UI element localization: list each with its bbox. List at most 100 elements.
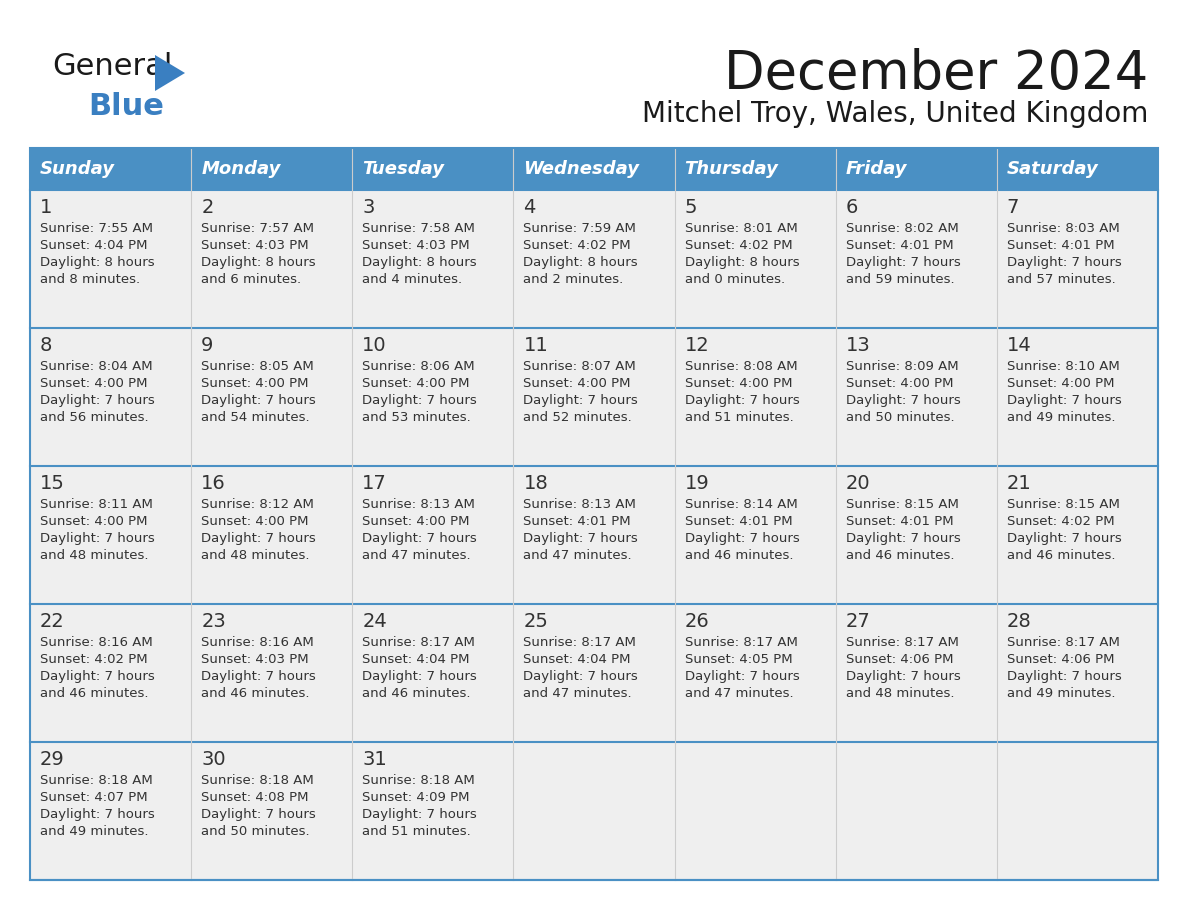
Text: Daylight: 7 hours: Daylight: 7 hours [1007,256,1121,269]
Text: 12: 12 [684,336,709,355]
Text: and 53 minutes.: and 53 minutes. [362,411,470,424]
Text: and 54 minutes.: and 54 minutes. [201,411,310,424]
Text: Monday: Monday [201,160,280,178]
Bar [835,190,997,328]
Text: 22: 22 [40,612,65,631]
Text: Sunrise: 8:16 AM: Sunrise: 8:16 AM [40,636,153,649]
Text: Daylight: 7 hours: Daylight: 7 hours [524,670,638,683]
Text: Sunrise: 8:16 AM: Sunrise: 8:16 AM [201,636,314,649]
Bar [675,190,835,328]
Bar [675,148,835,190]
Text: and 47 minutes.: and 47 minutes. [524,687,632,700]
Text: and 46 minutes.: and 46 minutes. [362,687,470,700]
Text: Sunrise: 8:18 AM: Sunrise: 8:18 AM [362,774,475,787]
Bar [513,604,675,742]
Text: Sunset: 4:03 PM: Sunset: 4:03 PM [362,239,470,252]
Text: 15: 15 [40,474,65,493]
Text: and 59 minutes.: and 59 minutes. [846,273,954,286]
Text: Sunrise: 8:11 AM: Sunrise: 8:11 AM [40,498,153,511]
Text: 10: 10 [362,336,387,355]
Text: 4: 4 [524,198,536,217]
Text: Tuesday: Tuesday [362,160,444,178]
Text: Daylight: 8 hours: Daylight: 8 hours [684,256,800,269]
Bar [191,742,353,880]
Text: Sunset: 4:08 PM: Sunset: 4:08 PM [201,791,309,804]
Text: Daylight: 7 hours: Daylight: 7 hours [362,532,478,545]
Text: Daylight: 7 hours: Daylight: 7 hours [201,808,316,821]
Text: Saturday: Saturday [1007,160,1099,178]
Text: Sunset: 4:00 PM: Sunset: 4:00 PM [40,377,147,390]
Text: Sunrise: 8:06 AM: Sunrise: 8:06 AM [362,360,475,373]
Text: Blue: Blue [88,92,164,121]
Text: Sunset: 4:01 PM: Sunset: 4:01 PM [524,515,631,528]
Text: Sunset: 4:04 PM: Sunset: 4:04 PM [524,653,631,666]
Text: Sunrise: 8:03 AM: Sunrise: 8:03 AM [1007,222,1119,235]
Text: Daylight: 8 hours: Daylight: 8 hours [40,256,154,269]
Text: Sunrise: 8:02 AM: Sunrise: 8:02 AM [846,222,959,235]
Text: and 46 minutes.: and 46 minutes. [684,549,794,562]
Text: Sunrise: 8:15 AM: Sunrise: 8:15 AM [1007,498,1120,511]
Text: Daylight: 7 hours: Daylight: 7 hours [1007,670,1121,683]
Text: Sunset: 4:00 PM: Sunset: 4:00 PM [40,515,147,528]
Text: 11: 11 [524,336,548,355]
Text: Daylight: 7 hours: Daylight: 7 hours [362,808,478,821]
Text: 17: 17 [362,474,387,493]
Text: and 51 minutes.: and 51 minutes. [684,411,794,424]
Text: Sunset: 4:02 PM: Sunset: 4:02 PM [684,239,792,252]
Text: 14: 14 [1007,336,1031,355]
Text: and 56 minutes.: and 56 minutes. [40,411,148,424]
Text: Sunrise: 8:18 AM: Sunrise: 8:18 AM [201,774,314,787]
Text: Sunset: 4:04 PM: Sunset: 4:04 PM [362,653,469,666]
Text: Sunset: 4:01 PM: Sunset: 4:01 PM [1007,239,1114,252]
Text: Sunset: 4:01 PM: Sunset: 4:01 PM [846,239,953,252]
Text: Sunset: 4:00 PM: Sunset: 4:00 PM [684,377,792,390]
Text: and 47 minutes.: and 47 minutes. [524,549,632,562]
Text: and 8 minutes.: and 8 minutes. [40,273,140,286]
Polygon shape [154,55,185,91]
Text: Sunset: 4:00 PM: Sunset: 4:00 PM [362,377,469,390]
Text: Sunset: 4:01 PM: Sunset: 4:01 PM [684,515,792,528]
Text: Sunset: 4:02 PM: Sunset: 4:02 PM [40,653,147,666]
Text: Sunrise: 8:10 AM: Sunrise: 8:10 AM [1007,360,1119,373]
Text: and 49 minutes.: and 49 minutes. [1007,687,1116,700]
Bar [997,466,1158,604]
Text: and 46 minutes.: and 46 minutes. [201,687,310,700]
Text: Sunrise: 8:17 AM: Sunrise: 8:17 AM [846,636,959,649]
Text: Daylight: 7 hours: Daylight: 7 hours [1007,394,1121,407]
Text: Sunset: 4:01 PM: Sunset: 4:01 PM [846,515,953,528]
Text: 1: 1 [40,198,52,217]
Text: Daylight: 7 hours: Daylight: 7 hours [684,670,800,683]
Text: 20: 20 [846,474,871,493]
Bar [513,328,675,466]
Text: Sunrise: 8:17 AM: Sunrise: 8:17 AM [524,636,637,649]
Text: Daylight: 7 hours: Daylight: 7 hours [524,394,638,407]
Bar [30,148,1158,880]
Bar [513,190,675,328]
Bar [675,742,835,880]
Text: 8: 8 [40,336,52,355]
Bar [191,604,353,742]
Text: Sunset: 4:04 PM: Sunset: 4:04 PM [40,239,147,252]
Text: Sunset: 4:03 PM: Sunset: 4:03 PM [201,239,309,252]
Text: and 49 minutes.: and 49 minutes. [1007,411,1116,424]
Text: 5: 5 [684,198,697,217]
Text: and 46 minutes.: and 46 minutes. [1007,549,1116,562]
Bar [30,148,191,190]
Bar [513,466,675,604]
Text: Sunrise: 8:01 AM: Sunrise: 8:01 AM [684,222,797,235]
Text: Daylight: 7 hours: Daylight: 7 hours [362,670,478,683]
Text: Daylight: 8 hours: Daylight: 8 hours [201,256,316,269]
Bar [997,328,1158,466]
Bar [997,742,1158,880]
Bar [353,466,513,604]
Bar [675,328,835,466]
Text: Daylight: 7 hours: Daylight: 7 hours [684,532,800,545]
Text: Sunrise: 8:14 AM: Sunrise: 8:14 AM [684,498,797,511]
Text: 25: 25 [524,612,549,631]
Text: Daylight: 7 hours: Daylight: 7 hours [40,532,154,545]
Text: Sunrise: 8:12 AM: Sunrise: 8:12 AM [201,498,314,511]
Bar [513,148,675,190]
Text: Sunrise: 8:09 AM: Sunrise: 8:09 AM [846,360,959,373]
Text: and 51 minutes.: and 51 minutes. [362,825,470,838]
Text: 16: 16 [201,474,226,493]
